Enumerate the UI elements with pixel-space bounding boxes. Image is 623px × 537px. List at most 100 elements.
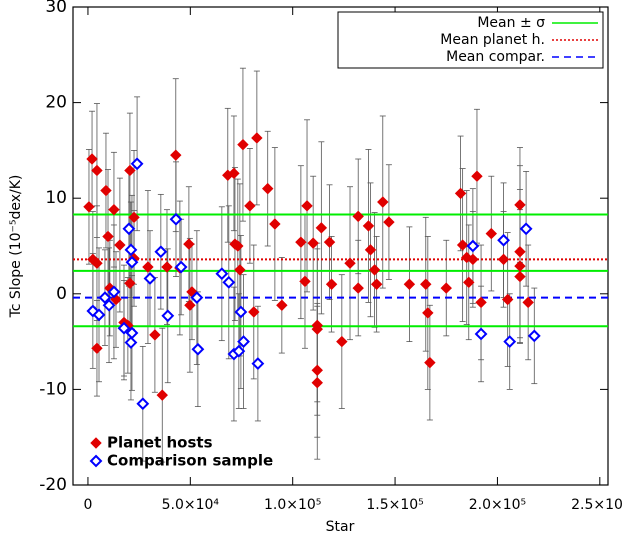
- point: [98, 291, 112, 305]
- point: [336, 335, 348, 348]
- point: [130, 157, 144, 171]
- point: [251, 132, 263, 144]
- x-axis-label: Star: [326, 519, 355, 535]
- point: [497, 233, 510, 247]
- point: [102, 230, 114, 243]
- point: [467, 253, 479, 266]
- point: [422, 307, 434, 319]
- point: [307, 237, 319, 249]
- x-tick-label: 0: [83, 497, 92, 513]
- point: [368, 264, 381, 276]
- point: [251, 357, 265, 371]
- point: [269, 218, 281, 230]
- point: [124, 243, 138, 257]
- point: [527, 329, 541, 343]
- point: [215, 267, 229, 281]
- legend-marker: [89, 454, 103, 468]
- point: [497, 253, 510, 266]
- legend-label: Mean ± σ: [477, 15, 545, 31]
- point: [232, 240, 244, 252]
- point: [362, 220, 375, 232]
- point: [522, 296, 534, 309]
- point: [514, 199, 526, 211]
- point: [91, 164, 103, 177]
- point: [149, 329, 161, 341]
- point: [124, 277, 136, 289]
- point: [364, 244, 377, 256]
- point: [102, 298, 116, 312]
- point: [456, 239, 469, 251]
- point: [323, 236, 336, 248]
- point: [514, 246, 526, 258]
- point: [234, 305, 248, 319]
- point: [471, 170, 483, 182]
- point: [161, 309, 175, 323]
- legend-label: Mean compar.: [446, 49, 545, 65]
- legend-marker: [90, 437, 102, 449]
- point: [315, 222, 328, 234]
- y-tick-label: 20: [45, 93, 67, 113]
- point: [519, 222, 533, 236]
- point: [124, 336, 138, 349]
- point: [463, 276, 475, 289]
- point: [299, 275, 311, 288]
- point: [91, 257, 103, 269]
- point: [237, 335, 250, 349]
- point: [237, 138, 249, 151]
- point: [276, 299, 288, 311]
- point: [514, 270, 526, 283]
- point: [92, 308, 106, 322]
- y-tick-label: 30: [45, 0, 67, 17]
- point: [143, 272, 157, 285]
- point: [295, 236, 307, 248]
- point: [183, 238, 195, 250]
- point: [424, 356, 436, 369]
- point: [108, 203, 120, 216]
- point: [170, 149, 182, 161]
- plot-frame: [72, 6, 609, 486]
- point: [161, 261, 173, 273]
- point: [191, 342, 205, 356]
- point: [156, 389, 168, 401]
- point: [232, 344, 246, 358]
- point: [311, 323, 323, 335]
- point: [311, 364, 323, 376]
- point: [440, 282, 452, 294]
- point: [154, 245, 168, 259]
- point: [311, 377, 323, 389]
- point: [325, 278, 338, 290]
- point: [83, 201, 95, 213]
- point: [262, 182, 274, 195]
- point: [142, 261, 154, 273]
- point: [383, 216, 395, 228]
- legend-label: Mean planet h.: [440, 32, 545, 48]
- point: [503, 335, 517, 349]
- point: [352, 282, 364, 294]
- legend-label: Planet hosts: [107, 434, 213, 452]
- point: [514, 260, 526, 272]
- point: [125, 255, 139, 269]
- y-axis-label: Tc Slope (10⁻⁵dex/K): [8, 175, 24, 319]
- x-tick-label: 5.0×10⁴: [162, 497, 220, 513]
- x-tick-label: 1.5×10⁵: [366, 497, 423, 513]
- point: [136, 397, 150, 411]
- point: [485, 227, 498, 240]
- point: [100, 184, 112, 197]
- point: [248, 306, 260, 318]
- point: [228, 167, 240, 180]
- point: [475, 296, 487, 309]
- y-tick-label: 10: [45, 188, 67, 208]
- y-tick-label: -20: [39, 475, 67, 495]
- point: [86, 153, 98, 165]
- legend-box: [337, 11, 604, 69]
- point: [91, 342, 103, 354]
- point: [107, 285, 121, 299]
- point: [222, 275, 236, 289]
- point: [301, 200, 313, 212]
- point: [114, 239, 126, 251]
- point: [234, 264, 246, 276]
- point: [466, 239, 480, 253]
- point: [403, 278, 416, 290]
- point: [122, 222, 136, 236]
